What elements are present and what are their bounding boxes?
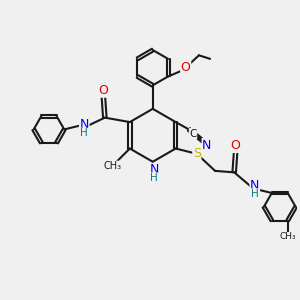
Text: H: H — [150, 173, 158, 183]
Text: CH₃: CH₃ — [103, 161, 121, 171]
Text: O: O — [231, 140, 241, 152]
Text: C: C — [189, 128, 197, 139]
Text: N: N — [149, 164, 159, 176]
Text: N: N — [80, 118, 89, 131]
Text: S: S — [193, 147, 201, 160]
Text: O: O — [181, 61, 190, 74]
Text: N: N — [202, 139, 212, 152]
Text: N: N — [250, 179, 260, 192]
Text: H: H — [251, 189, 259, 199]
Text: CH₃: CH₃ — [279, 232, 296, 242]
Text: H: H — [80, 128, 88, 138]
Text: O: O — [98, 84, 108, 97]
